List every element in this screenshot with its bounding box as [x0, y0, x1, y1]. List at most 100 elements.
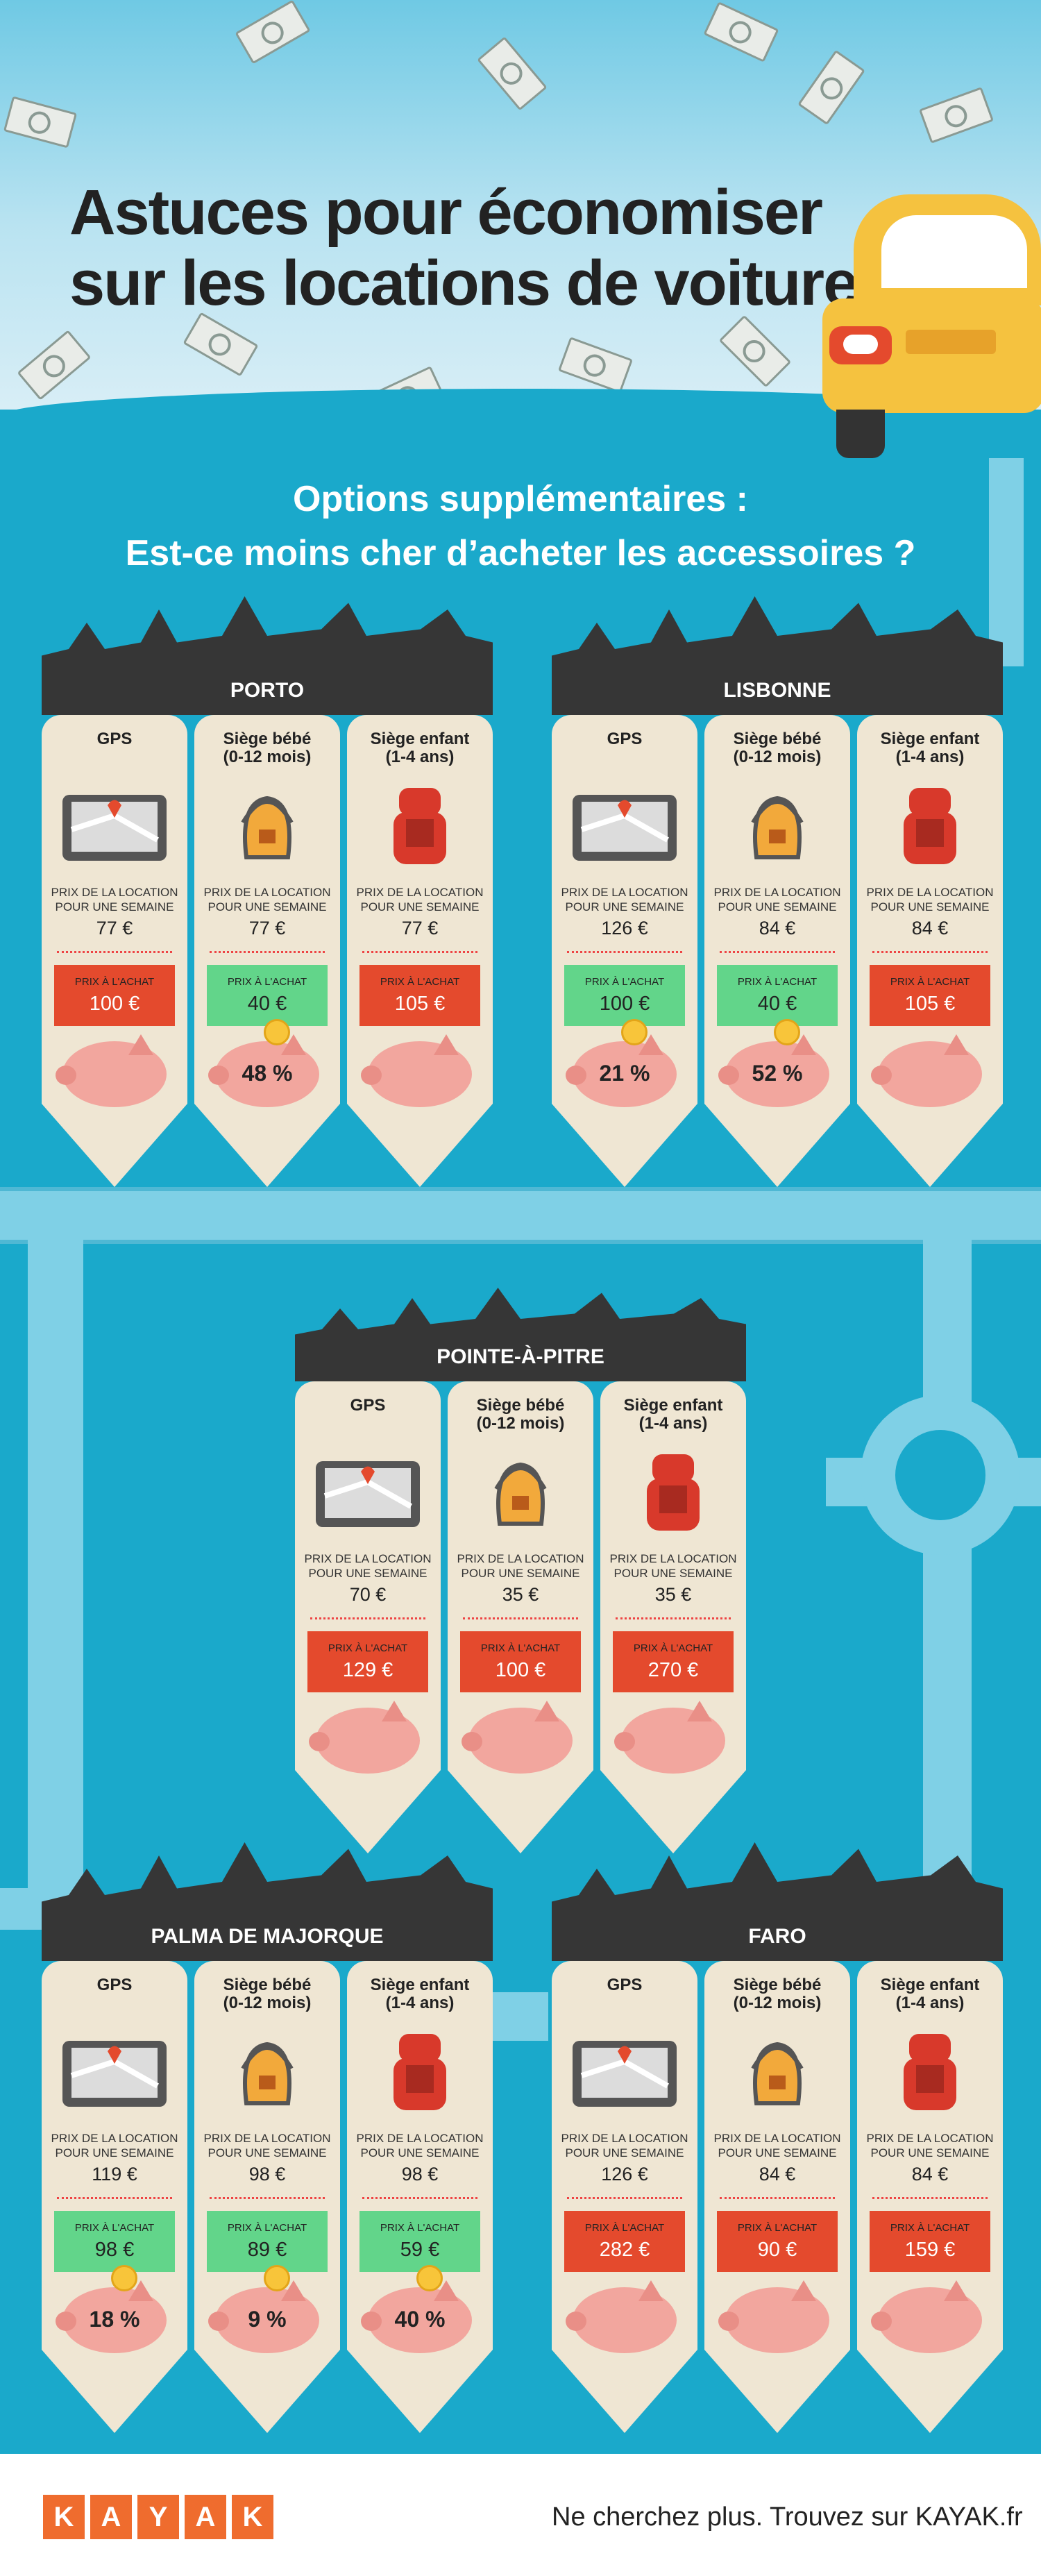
purchase-price-label: PRIX À L'ACHAT [328, 1642, 408, 1654]
rental-price: 126 € [601, 918, 648, 938]
accessory-card: GPS PRIX DE LA LOCATION POUR UNE SEMAINE 1… [552, 1961, 697, 2433]
gps-icon [569, 2027, 680, 2117]
purchase-price-box: PRIX À L'ACHAT 129 € [307, 1631, 428, 1692]
purchase-price-label: PRIX À L'ACHAT [890, 976, 970, 988]
rental-price-label: PRIX DE LA LOCATION POUR UNE SEMAINE [561, 886, 688, 914]
rental-price: 84 € [759, 2164, 796, 2184]
purchase-price-box: PRIX À L'ACHAT 100 € [54, 965, 175, 1026]
rental-price-label: PRIX DE LA LOCATION POUR UNE SEMAINE [866, 886, 994, 914]
accessory-label: Siège enfant (1-4 ans) [370, 1976, 470, 2012]
accessory-card: Siège enfant (1-4 ans) PRIX DE LA LOCATIO… [347, 1961, 493, 2433]
accessory-card: Siège bébé (0-12 mois) PRIX DE LA LOCATIO… [704, 1961, 850, 2433]
accessory-label: Siège enfant (1-4 ans) [880, 730, 980, 766]
coin-icon [111, 2265, 137, 2291]
rental-price-label: PRIX DE LA LOCATION POUR UNE SEMAINE [203, 2132, 331, 2160]
accessory-label: Siège bébé (0-12 mois) [476, 1396, 565, 1433]
rental-price-label: PRIX DE LA LOCATION POUR UNE SEMAINE [203, 886, 331, 914]
accessory-card: Siège bébé (0-12 mois) PRIX DE LA LOCATIO… [194, 1961, 340, 2433]
city-name: LISBONNE [723, 679, 831, 702]
purchase-price-label: PRIX À L'ACHAT [737, 2222, 818, 2234]
purchase-price-box: PRIX À L'ACHAT 105 € [870, 965, 990, 1026]
accessory-card: Siège enfant (1-4 ans) PRIX DE LA LOCATIO… [600, 1381, 746, 1853]
rental-price: 84 € [759, 918, 796, 938]
saving-percent: 9 % [248, 2307, 287, 2332]
purchase-price: 129 € [342, 1659, 393, 1681]
purchase-price-label: PRIX À L'ACHAT [74, 2222, 155, 2234]
accessory-label: Siège bébé (0-12 mois) [223, 1976, 312, 2012]
baby-seat-icon [465, 1447, 576, 1538]
purchase-price: 98 € [94, 2239, 135, 2261]
accessory-card: GPS PRIX DE LA LOCATION POUR UNE SEMAINE 7… [295, 1381, 441, 1853]
rental-price: 77 € [248, 918, 286, 938]
gps-icon [569, 781, 680, 871]
piggy-bank-icon [56, 1034, 174, 1111]
purchase-price-box: PRIX À L'ACHAT 89 € [207, 2211, 328, 2272]
purchase-price-label: PRIX À L'ACHAT [890, 2222, 970, 2234]
accessory-card: Siège bébé (0-12 mois) PRIX DE LA LOCATIO… [704, 715, 850, 1187]
accessory-card: Siège bébé (0-12 mois) PRIX DE LA LOCATIO… [448, 1381, 593, 1853]
purchase-price-box: PRIX À L'ACHAT 100 € [564, 965, 685, 1026]
city-block: FARO GPS PRIX DE LA LOCATION POUR UNE SEMA… [552, 1842, 1003, 2482]
purchase-price-box: PRIX À L'ACHAT 282 € [564, 2211, 685, 2272]
coin-icon [264, 2265, 290, 2291]
purchase-price: 59 € [400, 2239, 440, 2261]
accessory-label: GPS [96, 730, 133, 748]
purchase-price-label: PRIX À L'ACHAT [584, 976, 665, 988]
purchase-price-box: PRIX À L'ACHAT 270 € [613, 1631, 734, 1692]
rental-price-label: PRIX DE LA LOCATION POUR UNE SEMAINE [51, 2132, 178, 2160]
rental-price-label: PRIX DE LA LOCATION POUR UNE SEMAINE [866, 2132, 994, 2160]
kayak-logo: K A Y A K [43, 2495, 273, 2539]
purchase-price-box: PRIX À L'ACHAT 40 € [717, 965, 838, 1026]
road [28, 1222, 83, 1916]
accessory-card: Siège bébé (0-12 mois) PRIX DE LA LOCATIO… [194, 715, 340, 1187]
road [0, 1187, 1041, 1244]
rental-price: 70 € [349, 1584, 387, 1605]
child-seat-icon [618, 1447, 729, 1538]
accessory-label: GPS [96, 1976, 133, 1994]
roundabout [861, 1395, 1020, 1555]
banknote-icon [183, 312, 259, 377]
baby-seat-icon [722, 781, 833, 871]
purchase-price-label: PRIX À L'ACHAT [380, 976, 460, 988]
child-seat-icon [874, 2027, 985, 2117]
saving-percent: 18 % [89, 2307, 140, 2332]
purchase-price-label: PRIX À L'ACHAT [227, 2222, 307, 2234]
purchase-price-label: PRIX À L'ACHAT [584, 2222, 665, 2234]
rental-price-label: PRIX DE LA LOCATION POUR UNE SEMAINE [356, 886, 484, 914]
accessory-card: GPS PRIX DE LA LOCATION POUR UNE SEMAINE 1… [42, 1961, 187, 2433]
rental-price-label: PRIX DE LA LOCATION POUR UNE SEMAINE [304, 1552, 432, 1580]
purchase-price-box: PRIX À L'ACHAT 105 € [359, 965, 480, 1026]
banknote-icon [703, 1, 779, 62]
piggy-bank-icon [871, 1034, 989, 1111]
banknote-icon [3, 96, 78, 149]
purchase-price-label: PRIX À L'ACHAT [227, 976, 307, 988]
baby-seat-icon [212, 781, 323, 871]
purchase-price-label: PRIX À L'ACHAT [480, 1642, 561, 1654]
purchase-price-label: PRIX À L'ACHAT [380, 2222, 460, 2234]
banknote-icon [797, 49, 865, 126]
road [989, 458, 1024, 666]
accessory-card: GPS PRIX DE LA LOCATION POUR UNE SEMAINE 7… [42, 715, 187, 1187]
piggy-bank-icon [361, 1034, 479, 1111]
purchase-price-label: PRIX À L'ACHAT [74, 976, 155, 988]
city-block: PORTO GPS PRIX DE LA LOCATION POUR UNE SEM… [42, 596, 493, 1236]
footer-tagline: Ne cherchez plus. Trouvez sur KAYAK.fr [552, 2502, 1023, 2532]
rental-price: 98 € [401, 2164, 439, 2184]
accessory-label: Siège enfant (1-4 ans) [880, 1976, 980, 2012]
accessory-label: Siège bébé (0-12 mois) [733, 1976, 822, 2012]
child-seat-icon [364, 2027, 475, 2117]
accessory-label: Siège bébé (0-12 mois) [223, 730, 312, 766]
accessory-label: GPS [607, 1976, 643, 1994]
accessory-label: Siège bébé (0-12 mois) [733, 730, 822, 766]
banknote-icon [919, 87, 994, 144]
purchase-price-box: PRIX À L'ACHAT 59 € [359, 2211, 480, 2272]
accessory-label: GPS [350, 1396, 386, 1415]
purchase-price-box: PRIX À L'ACHAT 159 € [870, 2211, 990, 2272]
accessory-label: Siège enfant (1-4 ans) [370, 730, 470, 766]
rental-price-label: PRIX DE LA LOCATION POUR UNE SEMAINE [457, 1552, 584, 1580]
purchase-price: 89 € [247, 2239, 287, 2261]
city-block: POINTE-À-PITRE GPS PRIX DE LA LOCATION POU… [295, 1288, 746, 1902]
city-name: POINTE-À-PITRE [437, 1345, 604, 1368]
purchase-price: 100 € [89, 993, 140, 1015]
purchase-price: 90 € [757, 2239, 797, 2261]
